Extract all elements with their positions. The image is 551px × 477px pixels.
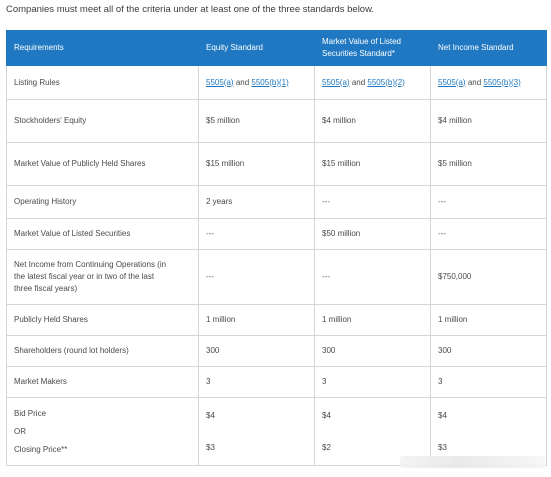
row-label: Market Value of Publicly Held Shares	[6, 142, 199, 186]
equity-value: $15 million	[198, 142, 315, 186]
listing-standards-table: Requirements Equity Standard Market Valu…	[6, 30, 547, 466]
bid-price-label: Bid Price	[14, 408, 47, 418]
equity-value: $5 million	[198, 99, 315, 143]
market-value-value: $4 million	[314, 99, 431, 143]
header-requirements: Requirements	[6, 30, 199, 66]
table-row-listing-rules: Listing Rules 5505(a) and 5505(b)(1) 550…	[6, 65, 547, 100]
rule-link[interactable]: 5505(a)	[438, 77, 466, 87]
table-row-market-makers: Market Makers 3 3 3	[6, 366, 547, 398]
header-market-value-standard: Market Value of Listed Securities Standa…	[314, 30, 431, 66]
closing-price-value: $2	[322, 442, 331, 452]
market-value-value: ---	[314, 185, 431, 219]
market-value-value: 1 million	[314, 304, 431, 336]
market-value-value: $50 million	[314, 218, 431, 250]
row-label: Listing Rules	[6, 65, 199, 100]
table-row-listed-securities-market-value: Market Value of Listed Securities --- $5…	[6, 218, 547, 250]
header-net-income-standard: Net Income Standard	[430, 30, 547, 66]
net-income-value: 300	[430, 335, 547, 367]
row-label: Shareholders (round lot holders)	[6, 335, 199, 367]
row-label-line: the latest fiscal year or in two of the …	[14, 272, 155, 281]
table-header-row: Requirements Equity Standard Market Valu…	[6, 30, 547, 66]
row-label-line: Net Income from Continuing Operations (i…	[14, 260, 167, 269]
market-value-value: 3	[314, 366, 431, 398]
row-label: Net Income from Continuing Operations (i…	[6, 249, 199, 305]
bid-price-value: $4	[206, 410, 215, 420]
equity-value: 3	[198, 366, 315, 398]
bid-price-value: $4	[438, 410, 447, 420]
net-income-value: $4 million	[430, 99, 547, 143]
net-income-value: 1 million	[430, 304, 547, 336]
market-value-value: $15 million	[314, 142, 431, 186]
market-value-value: 300	[314, 335, 431, 367]
market-value-value: ---	[314, 249, 431, 305]
market-value-price: $4 $2	[314, 397, 431, 466]
table-row-price: Bid Price OR Closing Price** $4 $3 $4 $2…	[6, 397, 547, 466]
bid-price-value: $4	[322, 410, 331, 420]
rule-link[interactable]: 5505(a)	[206, 77, 234, 87]
equity-price: $4 $3	[198, 397, 315, 466]
and-text: and	[351, 77, 366, 87]
and-text: and	[235, 77, 250, 87]
table-row-publicly-held-market-value: Market Value of Publicly Held Shares $15…	[6, 142, 547, 186]
market-value-listing-rules: 5505(a) and 5505(b)(2)	[314, 65, 431, 100]
row-label: Market Makers	[6, 366, 199, 398]
closing-price-value: $3	[438, 442, 447, 452]
equity-value: ---	[198, 218, 315, 250]
rule-link[interactable]: 5505(a)	[322, 77, 350, 87]
row-label: Bid Price OR Closing Price**	[6, 397, 199, 466]
table-row-shareholders: Shareholders (round lot holders) 300 300…	[6, 335, 547, 367]
header-equity-standard: Equity Standard	[198, 30, 315, 66]
header-market-value-line1: Market Value of Listed	[322, 37, 402, 47]
table-row-operating-history: Operating History 2 years --- ---	[6, 185, 547, 219]
net-income-price: $4 $3	[430, 397, 547, 466]
net-income-listing-rules: 5505(a) and 5505(b)(3)	[430, 65, 547, 100]
row-label: Operating History	[6, 185, 199, 219]
equity-value: ---	[198, 249, 315, 305]
closing-price-value: $3	[206, 442, 215, 452]
net-income-value: 3	[430, 366, 547, 398]
net-income-value: ---	[430, 218, 547, 250]
table-row-stockholders-equity: Stockholders' Equity $5 million $4 milli…	[6, 99, 547, 143]
equity-value: 300	[198, 335, 315, 367]
rule-link[interactable]: 5505(b)(3)	[483, 77, 521, 87]
closing-price-label: Closing Price**	[14, 444, 68, 454]
rule-link[interactable]: 5505(b)(1)	[251, 77, 289, 87]
or-label: OR	[14, 426, 26, 436]
equity-value: 1 million	[198, 304, 315, 336]
rule-link[interactable]: 5505(b)(2)	[367, 77, 405, 87]
equity-listing-rules: 5505(a) and 5505(b)(1)	[198, 65, 315, 100]
intro-text: Companies must meet all of the criteria …	[6, 4, 375, 15]
equity-value: 2 years	[198, 185, 315, 219]
table-row-net-income: Net Income from Continuing Operations (i…	[6, 249, 547, 305]
net-income-value: ---	[430, 185, 547, 219]
row-label: Market Value of Listed Securities	[6, 218, 199, 250]
row-label-line: three fiscal years)	[14, 284, 78, 293]
row-label: Publicly Held Shares	[6, 304, 199, 336]
row-label: Stockholders' Equity	[6, 99, 199, 143]
header-market-value-line2: Securities Standard*	[322, 49, 395, 58]
net-income-value: $5 million	[430, 142, 547, 186]
net-income-value: $750,000	[430, 249, 547, 305]
table-row-publicly-held-shares: Publicly Held Shares 1 million 1 million…	[6, 304, 547, 336]
and-text: and	[467, 77, 482, 87]
blurred-overlay	[400, 456, 545, 468]
